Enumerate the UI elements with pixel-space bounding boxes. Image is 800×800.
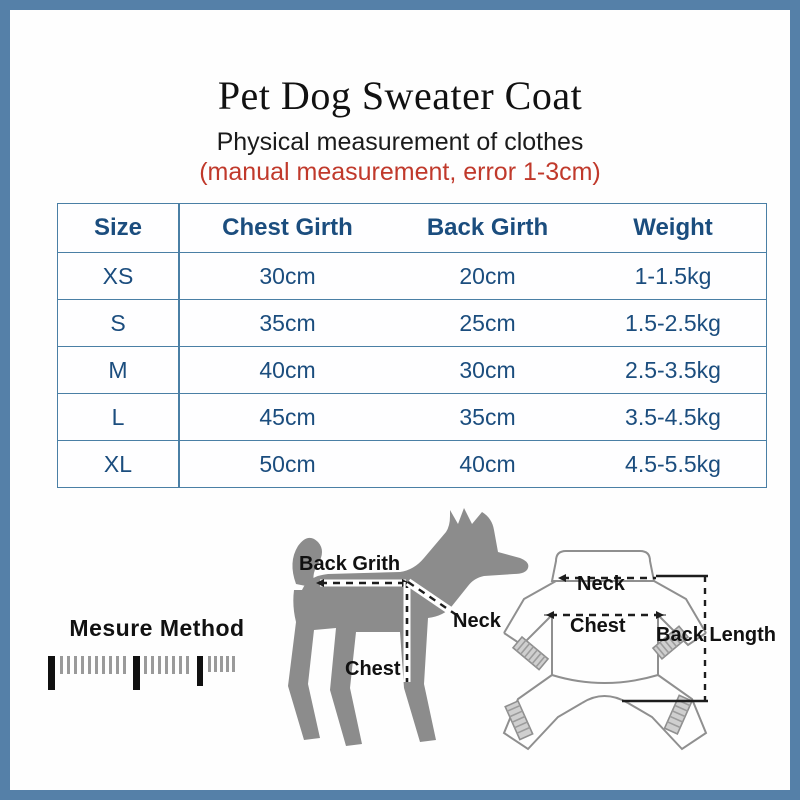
neck-dashed-line [407,581,459,617]
size-table: Size Chest Girth Back Girth Weight XS 30… [57,203,767,488]
table-row: M 40cm 30cm 2.5-3.5kg [57,346,767,394]
cell-size: S [57,299,180,347]
chart-canvas: Pet Dog Sweater Coat Physical measuremen… [10,10,790,790]
cell-weight: 2.5-3.5kg [580,346,767,394]
cell-size: M [57,346,180,394]
cell-size: XL [57,440,180,488]
table-header-row: Size Chest Girth Back Girth Weight [57,203,767,253]
column-header-weight: Weight [580,203,767,253]
column-header-size: Size [57,203,180,253]
cell-weight: 1-1.5kg [580,252,767,300]
cell-back-girth: 30cm [395,346,580,394]
cell-chest-girth: 50cm [179,440,395,488]
label-coat-chest: Chest [570,615,626,637]
page-title: Pet Dog Sweater Coat [217,73,583,118]
cell-chest-girth: 30cm [179,252,395,300]
table-row: L 45cm 35cm 3.5-4.5kg [57,393,767,441]
cell-chest-girth: 40cm [179,346,395,394]
cell-back-girth: 25cm [395,299,580,347]
table-row: XL 50cm 40cm 4.5-5.5kg [57,440,767,488]
label-dog-back-girth: Back Grith [299,553,401,575]
measure-method-block: Mesure Method [42,615,272,690]
cell-weight: 3.5-4.5kg [580,393,767,441]
cell-chest-girth: 35cm [179,299,395,347]
measurement-error-note: (manual measurement, error 1-3cm) [199,158,601,186]
label-coat-neck: Neck [577,573,625,595]
cell-size: XS [57,252,180,300]
cell-back-girth: 35cm [395,393,580,441]
size-table-container: Size Chest Girth Back Girth Weight XS 30… [57,203,767,488]
measure-method-title: Mesure Method [69,615,245,641]
column-header-chest-girth: Chest Girth [179,203,395,253]
cell-weight: 4.5-5.5kg [580,440,767,488]
label-coat-back-length: Back Length [656,624,777,646]
cell-back-girth: 40cm [395,440,580,488]
cell-size: L [57,393,180,441]
table-row: XS 30cm 20cm 1-1.5kg [57,252,767,300]
label-dog-chest: Chest [345,658,401,680]
column-header-back-girth: Back Girth [395,203,580,253]
tape-measure-icon [42,654,238,690]
cell-back-girth: 20cm [395,252,580,300]
table-row: S 35cm 25cm 1.5-2.5kg [57,299,767,347]
cell-chest-girth: 45cm [179,393,395,441]
page-subtitle: Physical measurement of clothes [216,128,584,156]
cell-weight: 1.5-2.5kg [580,299,767,347]
label-dog-neck: Neck [453,610,501,632]
